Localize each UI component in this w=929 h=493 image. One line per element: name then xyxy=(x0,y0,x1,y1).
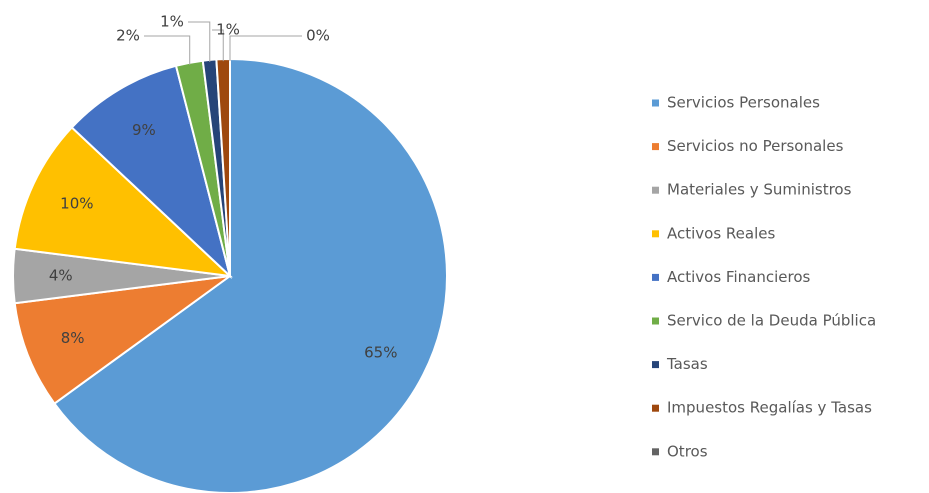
legend-swatch xyxy=(652,186,659,194)
legend-swatch xyxy=(652,143,659,151)
legend-swatch xyxy=(652,404,659,412)
legend-swatch xyxy=(652,99,659,107)
legend-swatch xyxy=(652,448,659,456)
leader-line xyxy=(144,35,191,65)
legend-label: Impuestos Regalías y Tasas xyxy=(667,399,872,417)
legend-swatch xyxy=(652,273,659,281)
data-label: 10% xyxy=(60,194,93,212)
pie-slice xyxy=(13,275,231,405)
legend-label: Servicios Personales xyxy=(667,94,820,112)
data-label: 1% xyxy=(216,21,240,39)
legend-label: Activos Reales xyxy=(667,224,775,242)
data-label: 1% xyxy=(160,13,184,31)
pie-slice xyxy=(70,64,232,280)
data-label: 0% xyxy=(306,27,330,45)
data-label: 65% xyxy=(364,343,397,361)
legend-label: Servicios no Personales xyxy=(667,137,844,155)
data-label: 4% xyxy=(49,267,73,285)
legend-swatch xyxy=(652,317,659,325)
legend-label: Materiales y Suministros xyxy=(667,181,852,199)
legend-label: Tasas xyxy=(666,355,708,373)
legend-swatch xyxy=(652,230,659,238)
leader-line xyxy=(212,29,224,62)
data-label: 2% xyxy=(116,27,140,45)
data-label: 9% xyxy=(132,121,156,139)
legend-label: Otros xyxy=(667,442,708,460)
leader-line xyxy=(229,35,302,61)
legend-label: Servico de la Deuda Pública xyxy=(667,312,876,330)
legend-swatch xyxy=(652,361,659,369)
pie-slice xyxy=(13,126,233,278)
leader-line xyxy=(188,21,211,62)
data-label: 8% xyxy=(61,329,85,347)
pie-slice xyxy=(53,57,448,493)
legend-label: Activos Financieros xyxy=(667,268,810,286)
